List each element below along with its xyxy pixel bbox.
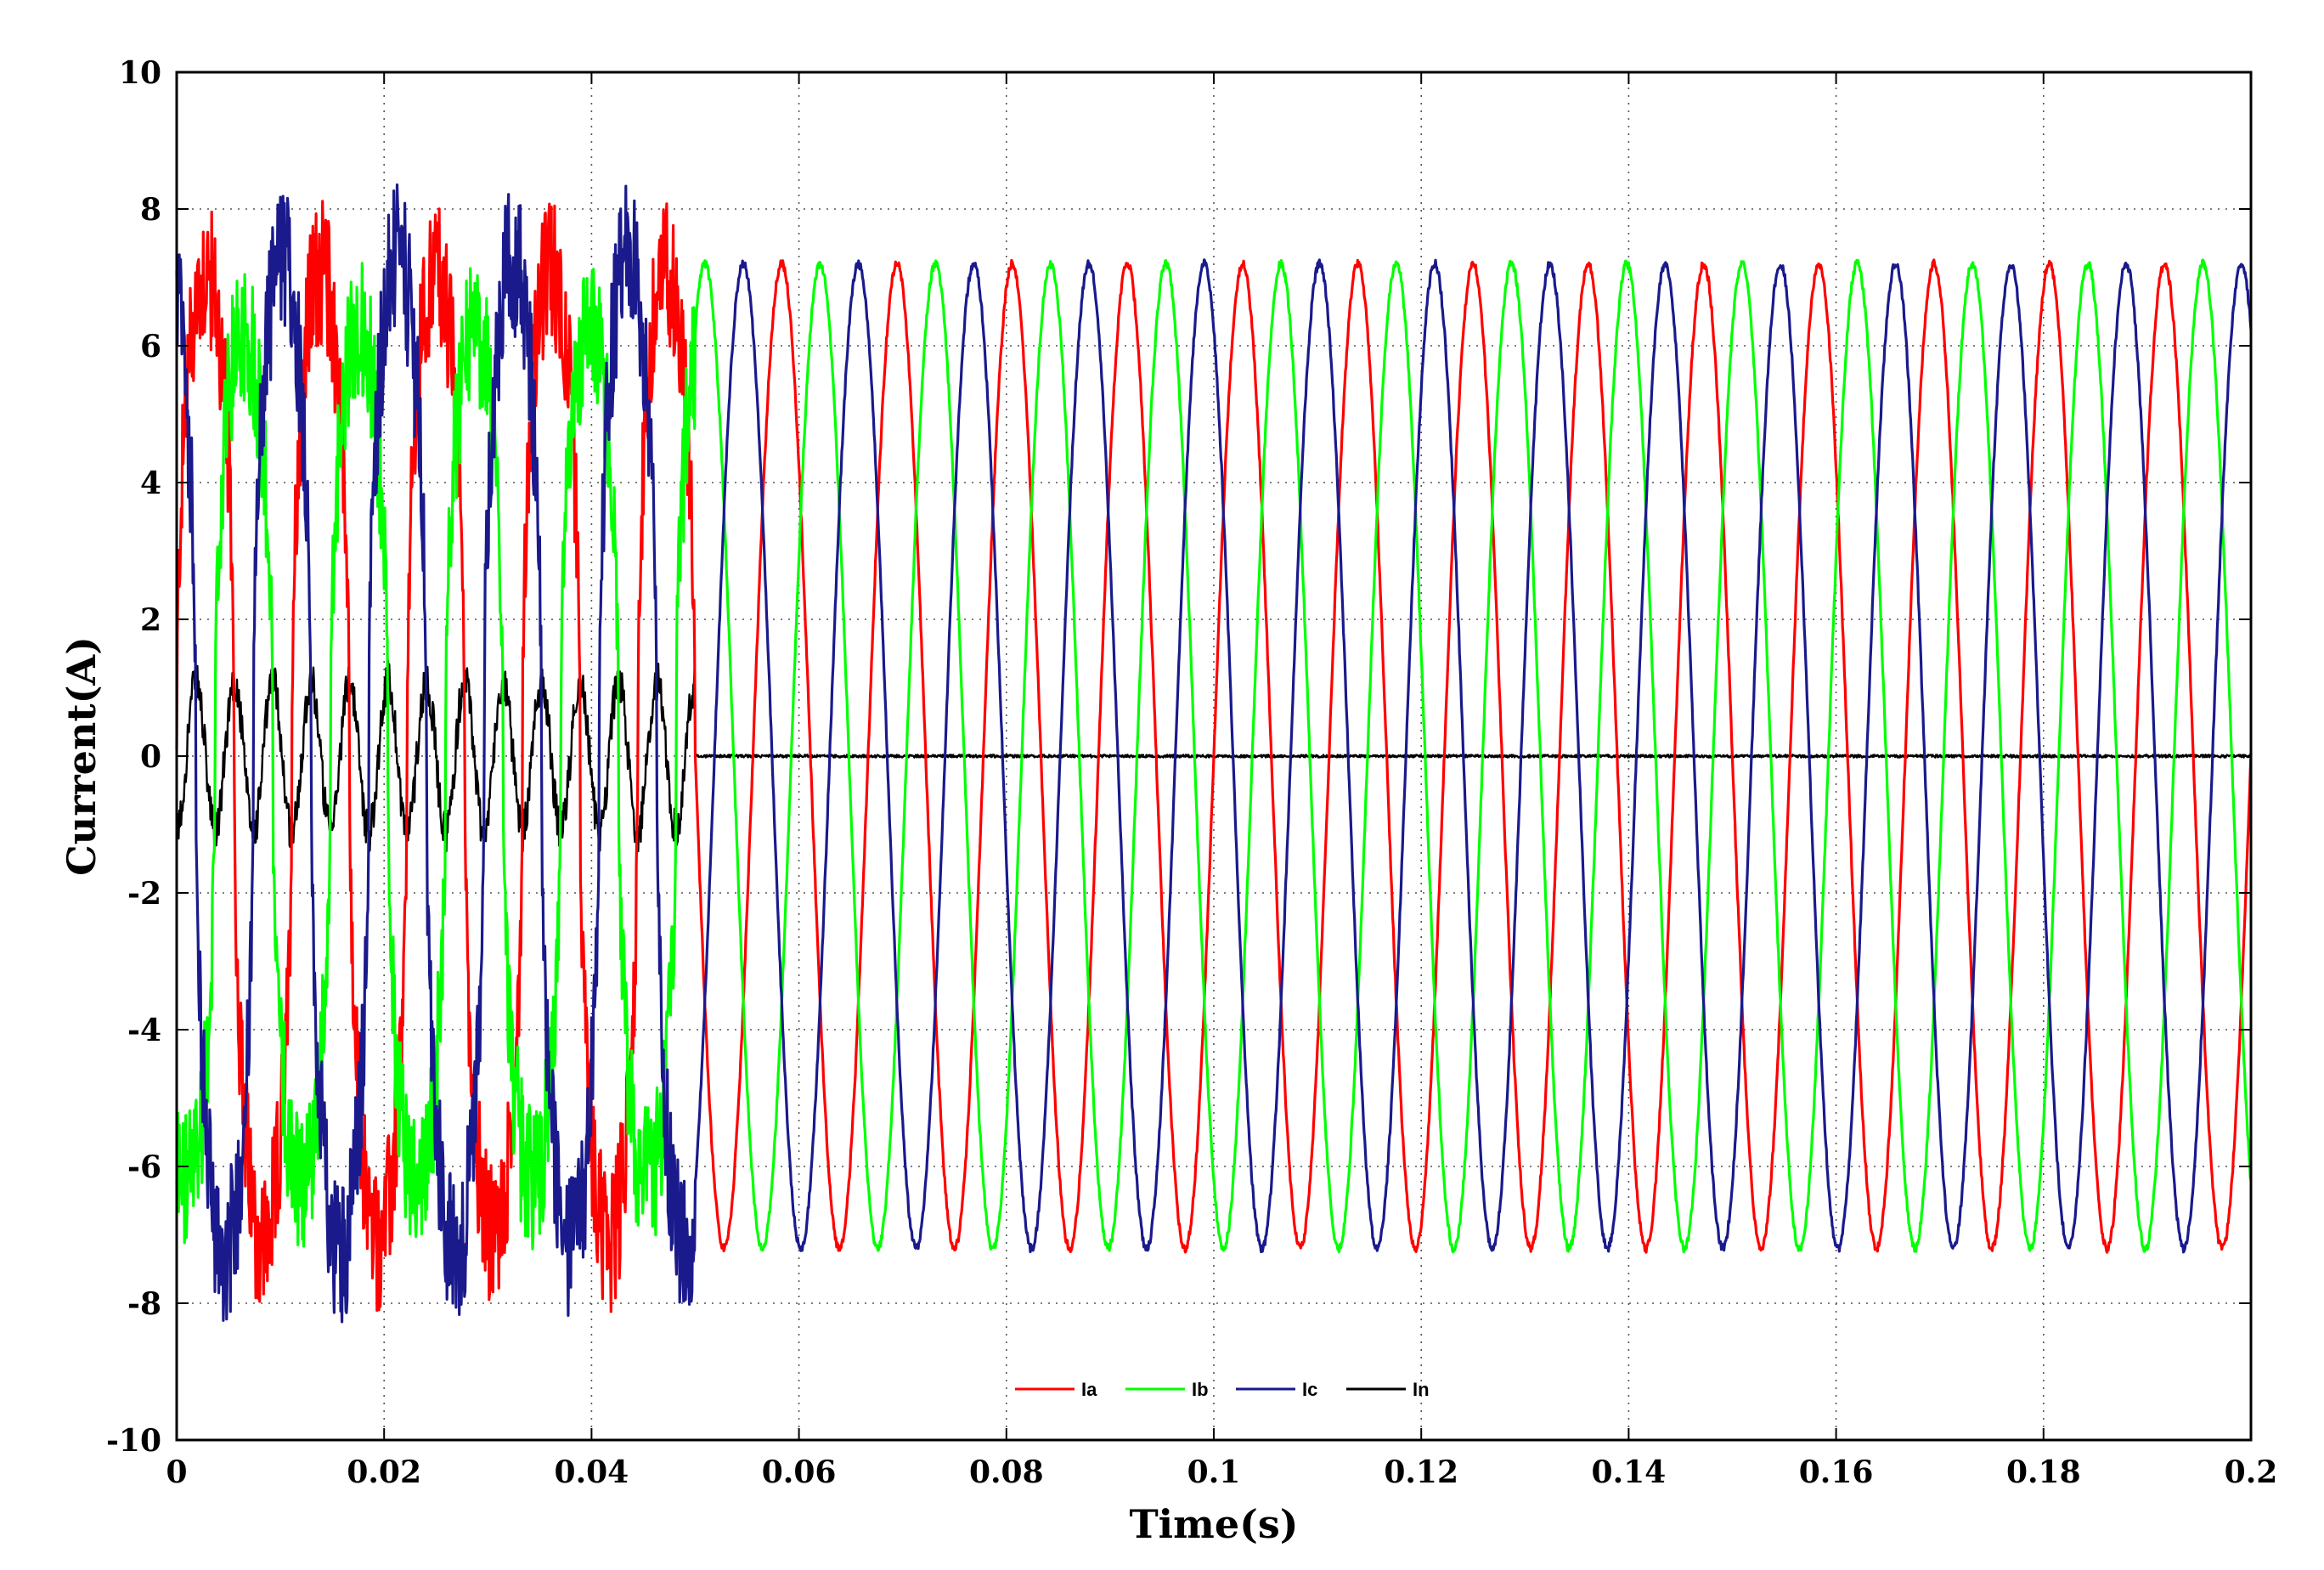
y-tick-label: 8 [140, 192, 161, 228]
x-axis-title: Time(s) [1129, 1501, 1298, 1547]
series-line-ia [175, 200, 2253, 1313]
x-tick-label: 0.06 [762, 1454, 837, 1490]
x-tick-label: 0 [166, 1454, 187, 1490]
x-tick-label: 0.12 [1384, 1454, 1458, 1490]
y-tick-label: -10 [106, 1423, 161, 1459]
y-axis-ticks: 10 8 6 4 2 0 -2 -4 -6 -8 -10 [106, 55, 2251, 1459]
legend-label-ic: Ic [1302, 1379, 1317, 1400]
legend-label-in: In [1413, 1379, 1430, 1400]
x-tick-label: 0.02 [347, 1454, 421, 1490]
legend: Ia Ib Ic In [1015, 1379, 1430, 1400]
x-tick-label: 0.08 [969, 1454, 1044, 1490]
y-tick-label: -2 [127, 876, 161, 912]
y-tick-label: -6 [127, 1149, 161, 1185]
x-tick-label: 0.2 [2225, 1454, 2278, 1490]
y-axis-title: Current(A) [59, 636, 104, 876]
series-line-ib [175, 258, 2253, 1254]
y-tick-label: -4 [127, 1013, 161, 1048]
x-tick-label: 0.14 [1592, 1454, 1667, 1490]
series-line-ic [175, 183, 2253, 1324]
legend-label-ib: Ib [1192, 1379, 1209, 1400]
x-axis-ticks: 0 0.02 0.04 0.06 0.08 0.1 0.12 0.14 0.16 0.18 0.2 [166, 72, 2277, 1490]
y-tick-label: 10 [119, 55, 161, 91]
x-tick-label: 0.1 [1187, 1454, 1241, 1490]
y-tick-label: 0 [140, 739, 161, 775]
y-tick-label: 2 [140, 602, 161, 638]
legend-label-ia: Ia [1081, 1379, 1097, 1400]
y-tick-label: 4 [140, 466, 161, 501]
y-tick-label: -8 [127, 1286, 161, 1322]
x-tick-label: 0.16 [1799, 1454, 1874, 1490]
y-tick-label: 6 [140, 329, 161, 364]
x-tick-label: 0.04 [555, 1454, 629, 1490]
x-tick-label: 0.18 [2006, 1454, 2081, 1490]
plot-area [175, 183, 2253, 1324]
